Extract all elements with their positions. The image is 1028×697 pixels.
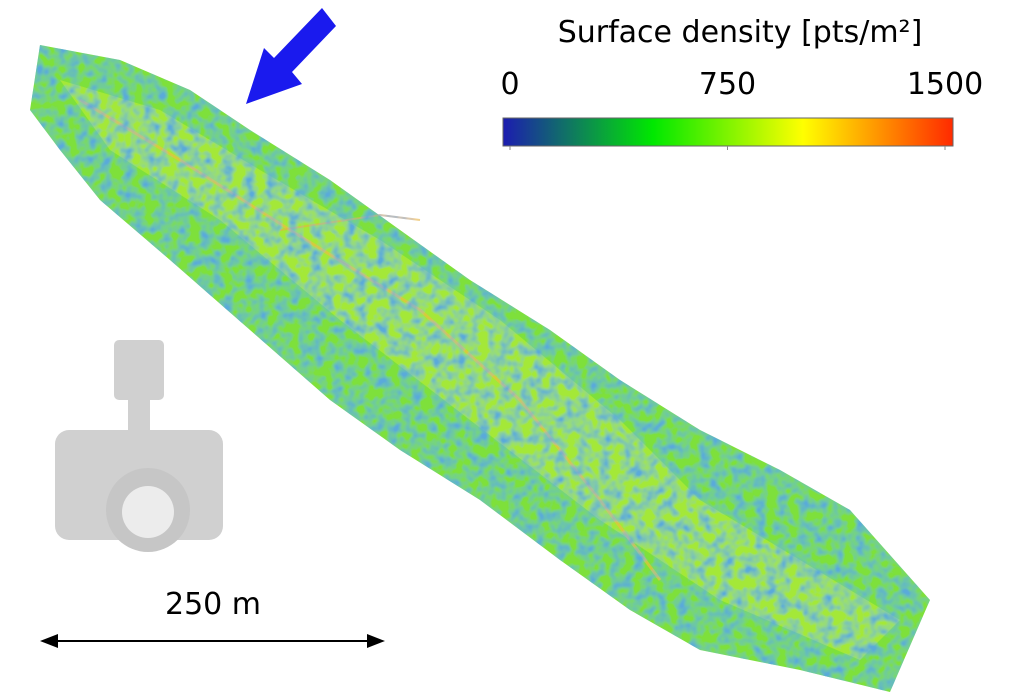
colorbar-tick-label: 750 [699, 67, 756, 102]
scale-bar [40, 634, 385, 648]
colorbar [502, 117, 954, 147]
camera-icon [55, 340, 223, 552]
colorbar-tick-label: 0 [500, 67, 519, 102]
colorbar-tick-label: 1500 [907, 67, 983, 102]
colorbar-title: Surface density [pts/m²] [558, 15, 923, 50]
scale-label: 250 m [165, 587, 261, 622]
north-arrow [246, 8, 336, 104]
point-cloud [30, 45, 930, 692]
